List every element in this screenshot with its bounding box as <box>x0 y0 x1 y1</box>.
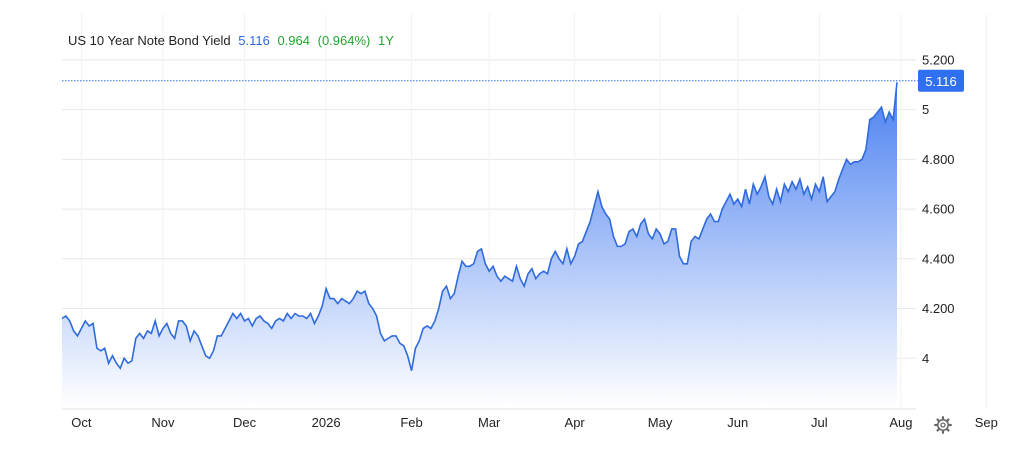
last-value-badge-text: 5.116 <box>925 74 957 89</box>
y-tick-label: 4.800 <box>922 152 955 167</box>
change-value: 0.964 <box>277 33 310 48</box>
y-tick-label: 5 <box>922 102 929 117</box>
yield-area <box>62 82 897 409</box>
y-tick-label: 4.200 <box>922 301 955 316</box>
gear-icon[interactable] <box>934 416 952 434</box>
x-tick-label: Oct <box>71 415 92 430</box>
chart-legend: US 10 Year Note Bond Yield 5.116 0.964 (… <box>68 33 398 48</box>
y-tick-label: 5.200 <box>922 52 955 67</box>
last-value-badge-bg <box>918 69 964 92</box>
y-tick-label: 4 <box>922 351 929 366</box>
x-tick-label: Apr <box>565 415 586 430</box>
last-value-badge: 5.116 <box>918 69 964 92</box>
x-tick-label: Dec <box>233 415 257 430</box>
x-tick-label: Feb <box>400 415 422 430</box>
yield-line <box>61 82 898 371</box>
x-tick-label: Sep <box>975 415 998 430</box>
x-axis: Oct Nov Dec 2026 Feb Mar Apr May Jun Jul Aug Sep <box>71 415 998 430</box>
x-tick-label: Nov <box>151 415 175 430</box>
last-value: 5.116 <box>238 33 270 48</box>
x-tick-label: Aug <box>889 415 912 430</box>
period-label: 1Y <box>378 33 394 48</box>
x-tick-label: Mar <box>478 415 501 430</box>
y-axis: 4 4.200 4.400 4.600 4.800 5 5.200 <box>922 52 955 365</box>
y-tick-label: 4.600 <box>922 202 955 217</box>
x-tick-label: May <box>648 415 673 430</box>
change-percent: (0.964%) <box>317 33 371 48</box>
instrument-name: US 10 Year Note Bond Yield <box>68 33 231 48</box>
x-tick-label: Jun <box>727 415 748 430</box>
y-tick-label: 4.400 <box>922 251 955 266</box>
x-tick-label: Jul <box>811 415 828 430</box>
x-tick-label: 2026 <box>312 415 341 430</box>
